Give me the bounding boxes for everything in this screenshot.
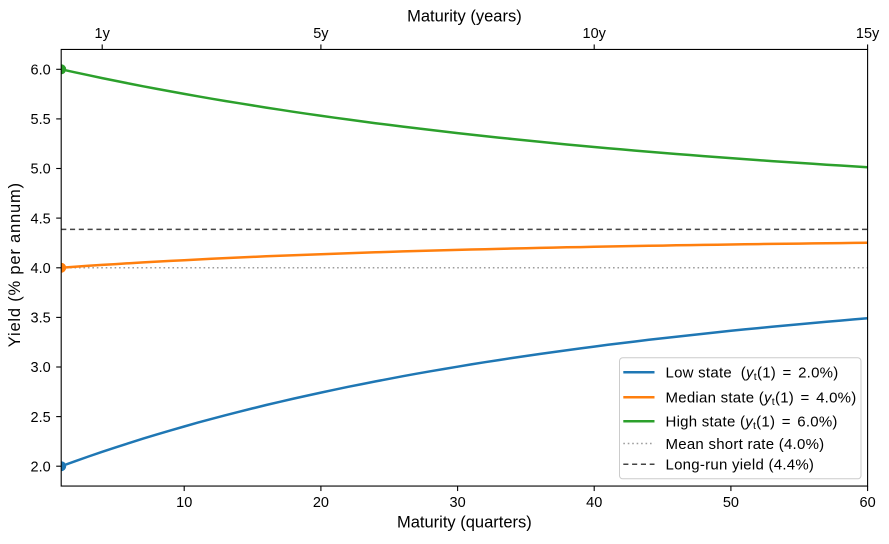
svg-text:10y: 10y [583, 26, 607, 42]
svg-text:3.0: 3.0 [31, 360, 51, 376]
svg-text:40: 40 [586, 495, 602, 511]
svg-text:30: 30 [450, 495, 466, 511]
svg-text:5y: 5y [313, 26, 329, 42]
svg-text:5.5: 5.5 [31, 112, 51, 128]
svg-text:Mean short rate (4.0%): Mean short rate (4.0%) [666, 436, 825, 453]
svg-text:Low state (yt(1) = 2.0%): Low state (yt(1) = 2.0%) [666, 365, 839, 384]
svg-text:2.0: 2.0 [31, 459, 51, 475]
svg-text:6.0: 6.0 [31, 63, 51, 79]
svg-text:10: 10 [176, 495, 192, 511]
svg-text:3.5: 3.5 [31, 311, 51, 327]
svg-text:4.0: 4.0 [31, 261, 51, 277]
svg-text:60: 60 [860, 495, 876, 511]
svg-text:High state (yt(1) = 6.0%): High state (yt(1) = 6.0%) [666, 414, 838, 433]
svg-text:50: 50 [723, 495, 739, 511]
svg-text:5.0: 5.0 [31, 162, 51, 178]
svg-text:Maturity (quarters): Maturity (quarters) [397, 513, 532, 531]
svg-text:2.5: 2.5 [31, 410, 51, 426]
svg-text:Yield (% per annum): Yield (% per annum) [6, 182, 24, 347]
svg-text:Median state (yt(1) = 4.0%): Median state (yt(1) = 4.0%) [666, 390, 857, 409]
svg-text:1y: 1y [95, 26, 111, 42]
svg-text:20: 20 [313, 495, 329, 511]
svg-text:Maturity (years): Maturity (years) [407, 7, 522, 25]
svg-text:4.5: 4.5 [31, 211, 51, 227]
svg-text:15y: 15y [856, 26, 880, 42]
svg-text:Long-run yield (4.4%): Long-run yield (4.4%) [666, 457, 815, 474]
